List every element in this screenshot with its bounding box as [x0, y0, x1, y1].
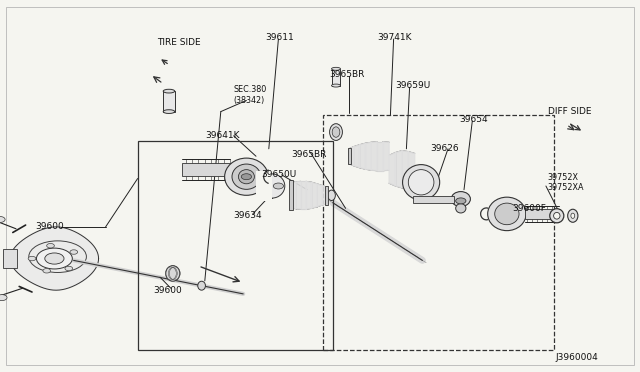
Ellipse shape: [163, 89, 175, 93]
Ellipse shape: [332, 127, 340, 137]
Polygon shape: [383, 142, 389, 171]
Ellipse shape: [225, 158, 268, 195]
Text: 39741K: 39741K: [378, 33, 412, 42]
Ellipse shape: [568, 209, 578, 222]
Polygon shape: [365, 142, 371, 170]
Bar: [332, 69, 340, 86]
Bar: [413, 196, 454, 203]
Circle shape: [47, 244, 54, 248]
Circle shape: [45, 253, 64, 264]
Polygon shape: [396, 151, 402, 188]
Ellipse shape: [163, 110, 175, 113]
Ellipse shape: [232, 164, 261, 189]
Text: 3965BR: 3965BR: [291, 150, 326, 159]
Text: SEC.380
(38342): SEC.380 (38342): [234, 85, 267, 105]
Text: 39626: 39626: [430, 144, 459, 153]
Text: 39634: 39634: [234, 211, 262, 220]
Ellipse shape: [328, 190, 335, 201]
Text: TIRE SIDE: TIRE SIDE: [157, 38, 200, 47]
Bar: [525, 209, 560, 219]
Circle shape: [456, 198, 466, 204]
Bar: [138, 141, 333, 350]
Ellipse shape: [456, 204, 466, 213]
Circle shape: [28, 256, 36, 261]
Polygon shape: [354, 145, 360, 168]
Bar: [348, 148, 351, 164]
Circle shape: [273, 183, 284, 189]
Text: 39641K: 39641K: [205, 131, 239, 140]
Text: J3960004: J3960004: [556, 353, 598, 362]
Text: 39600: 39600: [154, 286, 182, 295]
Bar: [289, 180, 293, 210]
Ellipse shape: [332, 84, 340, 87]
Text: 39654: 39654: [460, 115, 488, 124]
Polygon shape: [360, 143, 365, 169]
Ellipse shape: [259, 174, 285, 198]
Polygon shape: [322, 186, 326, 205]
Polygon shape: [389, 153, 396, 186]
Circle shape: [0, 295, 7, 301]
Ellipse shape: [408, 170, 434, 195]
Polygon shape: [402, 151, 408, 188]
Polygon shape: [317, 184, 322, 207]
Bar: [163, 91, 175, 112]
Polygon shape: [301, 182, 306, 209]
Bar: [256, 171, 272, 201]
Circle shape: [65, 266, 72, 271]
Polygon shape: [306, 182, 312, 209]
Polygon shape: [349, 147, 354, 166]
Ellipse shape: [166, 266, 180, 281]
Text: 39600F: 39600F: [512, 204, 546, 213]
Text: 39752X
39752XA: 39752X 39752XA: [547, 173, 584, 192]
Bar: [3, 249, 17, 268]
Text: 39650U: 39650U: [261, 170, 296, 179]
Polygon shape: [408, 152, 415, 187]
Circle shape: [241, 174, 252, 180]
Text: 39659U: 39659U: [396, 81, 431, 90]
Ellipse shape: [554, 212, 560, 219]
Circle shape: [36, 248, 72, 269]
Ellipse shape: [451, 192, 470, 206]
Text: DIFF SIDE: DIFF SIDE: [548, 107, 591, 116]
Polygon shape: [296, 182, 301, 209]
Ellipse shape: [403, 165, 440, 200]
Ellipse shape: [198, 281, 205, 290]
Ellipse shape: [330, 124, 342, 141]
Polygon shape: [371, 142, 377, 171]
Circle shape: [43, 269, 51, 273]
Bar: [323, 115, 554, 350]
Ellipse shape: [550, 209, 564, 223]
Ellipse shape: [238, 170, 255, 184]
Polygon shape: [10, 227, 99, 290]
Circle shape: [70, 250, 77, 254]
Circle shape: [0, 217, 5, 222]
Ellipse shape: [332, 67, 340, 70]
Polygon shape: [377, 142, 383, 171]
Text: 39611: 39611: [266, 33, 294, 42]
Bar: [325, 186, 328, 205]
Polygon shape: [291, 182, 296, 209]
Ellipse shape: [495, 203, 519, 225]
Bar: [182, 163, 237, 176]
Text: 3965BR: 3965BR: [330, 70, 365, 79]
Ellipse shape: [571, 213, 575, 218]
Text: 39600: 39600: [35, 222, 64, 231]
Ellipse shape: [488, 197, 526, 231]
Polygon shape: [312, 182, 317, 208]
